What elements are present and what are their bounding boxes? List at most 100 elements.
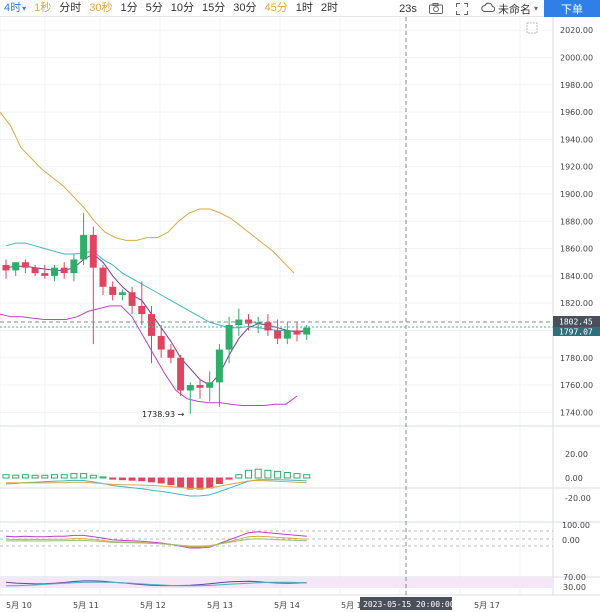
bar-countdown: 23s bbox=[399, 2, 417, 15]
candle-body bbox=[138, 305, 146, 315]
interval-label: 15分 bbox=[202, 1, 226, 14]
candle-body bbox=[157, 335, 165, 350]
macd-histogram-bar bbox=[80, 473, 88, 479]
interval-9[interactable]: 45分 bbox=[261, 0, 292, 17]
chevron-down-icon: ▾ bbox=[533, 4, 538, 13]
price-tick-label: 1740.00 bbox=[560, 408, 593, 417]
layout-menu-button[interactable]: 未命名 ▾ bbox=[475, 1, 544, 17]
place-order-button[interactable]: 下单 bbox=[544, 0, 600, 17]
candle-body bbox=[186, 385, 194, 391]
candle-body bbox=[12, 262, 20, 271]
pane-separators bbox=[0, 17, 600, 595]
interval-11[interactable]: 2时 bbox=[317, 0, 342, 17]
macd-tick-label: -20.00 bbox=[565, 494, 591, 503]
chart-annotations: 1738.93 → bbox=[142, 22, 538, 419]
macd-histogram-bar bbox=[51, 474, 58, 479]
interval-1[interactable]: 1秒 bbox=[30, 0, 55, 17]
macd-histogram-bar bbox=[21, 474, 29, 479]
price-chart[interactable]: 2020.00 2000.00 1980.00 1960.00 1940.00 1920.… bbox=[0, 17, 600, 612]
interval-0[interactable]: 4时▾ bbox=[0, 0, 30, 17]
date-tick-label: 5月 10 bbox=[6, 601, 32, 610]
chart-toolbar: 4时▾ 1秒 分时 30秒 1分 5分 10分 15分 30分 45分 1时 2时 23s 未命名 ▾… bbox=[0, 0, 600, 17]
interval-label: 2时 bbox=[320, 1, 339, 14]
cloud-icon bbox=[481, 2, 496, 15]
price-tag-label-2: 1797.07 bbox=[559, 328, 593, 337]
kdj-tick-label: 70.00 bbox=[563, 573, 586, 582]
candle-body bbox=[118, 292, 126, 295]
macd-histogram-bar bbox=[274, 470, 282, 479]
macd-histogram-bar bbox=[148, 477, 155, 483]
interval-label: 1时 bbox=[295, 1, 313, 14]
interval-10[interactable]: 1时 bbox=[292, 0, 317, 17]
macd-histogram-bar bbox=[109, 477, 117, 480]
candle-body bbox=[225, 325, 233, 350]
candle-body bbox=[303, 327, 311, 335]
kdj-line-2 bbox=[5, 581, 307, 587]
macd-histogram-bar bbox=[60, 474, 68, 479]
candle-body bbox=[41, 273, 49, 276]
macd-histogram-bar bbox=[186, 477, 194, 490]
price-tick-label: 2020.00 bbox=[560, 26, 593, 35]
macd-histogram-bar bbox=[215, 477, 223, 484]
interval-3[interactable]: 30秒 bbox=[85, 0, 116, 17]
macd-histogram-bar bbox=[177, 477, 185, 488]
macd-tick-label: 0.00 bbox=[565, 474, 583, 483]
macd-pane bbox=[2, 468, 311, 497]
chart-grid bbox=[0, 17, 553, 595]
interval-7[interactable]: 15分 bbox=[198, 0, 229, 17]
candle-body bbox=[21, 262, 29, 268]
kdj-pane bbox=[0, 578, 553, 588]
price-tick-label: 1900.00 bbox=[560, 190, 593, 199]
candle-body bbox=[31, 267, 39, 274]
candle-body bbox=[51, 267, 58, 276]
candle-body bbox=[177, 357, 185, 391]
macd-histogram-bar bbox=[235, 474, 243, 479]
interval-8[interactable]: 30分 bbox=[229, 0, 260, 17]
candle-body bbox=[264, 322, 272, 331]
rsi-line-3 bbox=[5, 538, 307, 547]
macd-slow-line bbox=[5, 479, 307, 489]
interval-5[interactable]: 5分 bbox=[142, 0, 167, 17]
price-tick-label: 1860.00 bbox=[560, 245, 593, 254]
crosshair-date-box bbox=[360, 597, 452, 610]
date-tick-label: 5月 13 bbox=[207, 601, 233, 610]
rsi-tick-label: 0.00 bbox=[562, 536, 580, 545]
price-tag-box bbox=[553, 316, 600, 327]
price-tick-label: 1940.00 bbox=[560, 135, 593, 144]
date-tick-label: 5月 11 bbox=[73, 601, 99, 610]
interval-4[interactable]: 1分 bbox=[117, 0, 142, 17]
macd-histogram-bar bbox=[70, 473, 78, 479]
fullscreen-icon[interactable] bbox=[449, 0, 475, 17]
rsi-line-1 bbox=[5, 531, 307, 549]
interval-label: 45分 bbox=[264, 1, 288, 14]
macd-histogram-bar bbox=[12, 474, 20, 479]
crosshair-date-label: 2023-05-15 20:00:00 bbox=[363, 600, 455, 609]
bollinger-upper-line bbox=[0, 111, 295, 274]
interval-label: 5分 bbox=[145, 1, 163, 14]
price-tick-label: 1840.00 bbox=[560, 272, 593, 281]
camera-icon[interactable] bbox=[423, 0, 449, 17]
kdj-tick-label: 30.00 bbox=[563, 583, 586, 592]
chevron-down-icon: ▾ bbox=[22, 3, 27, 13]
price-tick-label: 1880.00 bbox=[560, 217, 593, 226]
interval-2[interactable]: 分时 bbox=[55, 0, 85, 17]
candle-body bbox=[167, 349, 175, 358]
interval-6[interactable]: 10分 bbox=[167, 0, 198, 17]
price-tick-label: 1920.00 bbox=[560, 163, 593, 172]
macd-histogram-bar bbox=[225, 477, 233, 480]
candle-body bbox=[215, 349, 223, 383]
macd-histogram-bar bbox=[303, 474, 311, 479]
candle-body bbox=[148, 314, 155, 336]
macd-histogram-bar bbox=[206, 477, 214, 489]
macd-histogram-bar bbox=[41, 474, 49, 479]
price-tick-label: 1960.00 bbox=[560, 108, 593, 117]
macd-histogram-bar bbox=[157, 477, 165, 484]
price-tick-label: 2000.00 bbox=[560, 53, 593, 62]
date-tick-label: 5月 14 bbox=[274, 601, 300, 610]
candle-body bbox=[80, 234, 88, 260]
low-price-label: 1738.93 → bbox=[142, 410, 185, 419]
rsi-tick-label: 100.00 bbox=[562, 521, 590, 530]
interval-label: 10分 bbox=[170, 1, 195, 14]
candle-body bbox=[70, 259, 78, 274]
interval-label: 分时 bbox=[59, 1, 82, 14]
